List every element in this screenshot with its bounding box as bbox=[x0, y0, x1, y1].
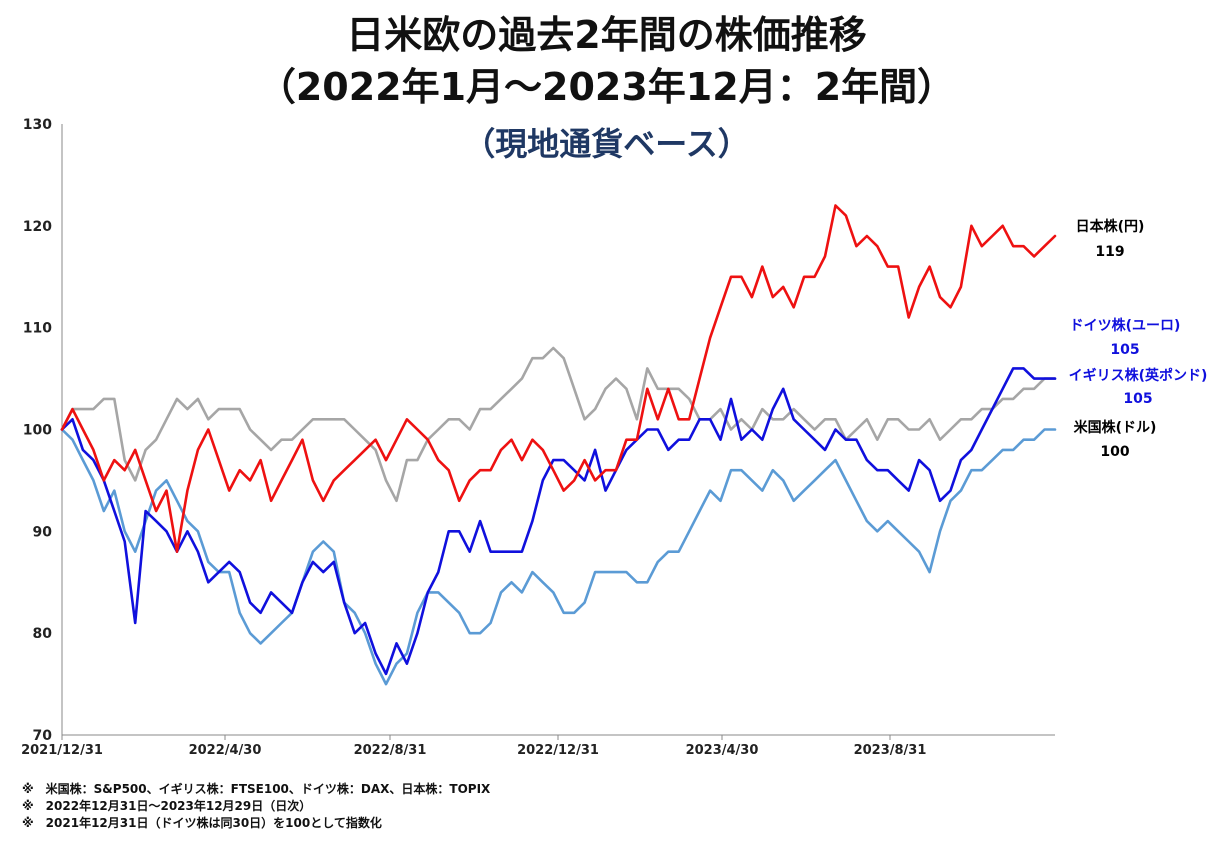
series-line-3 bbox=[60, 428, 1057, 686]
y-tick-label: 100 bbox=[23, 423, 52, 439]
series-line-0 bbox=[60, 204, 1057, 554]
series-label-value-1: 105 bbox=[1110, 342, 1139, 358]
chart-title-line-2: （2022年1月～2023年12月：2年間） bbox=[257, 65, 956, 109]
y-tick-label: 110 bbox=[23, 321, 52, 337]
series-line-2 bbox=[60, 346, 1057, 503]
y-tick-label: 90 bbox=[33, 524, 53, 540]
series-label-value-3: 100 bbox=[1100, 444, 1129, 460]
series-label-value-0: 119 bbox=[1095, 244, 1124, 260]
x-tick-label: 2023/4/30 bbox=[686, 743, 759, 758]
footnote-indices: ※ 米国株：S&P500、イギリス株：FTSE100、ドイツ株：DAX、日本株：… bbox=[22, 782, 491, 796]
x-tick-label: 2022/8/31 bbox=[354, 743, 427, 758]
series-label-name-1: ドイツ株(ユーロ) bbox=[1070, 317, 1181, 334]
x-tick-label: 2021/12/31 bbox=[21, 743, 103, 758]
y-tick-label: 130 bbox=[23, 117, 52, 133]
y-tick-label: 80 bbox=[33, 626, 53, 642]
series-label-name-3: 米国株(ドル) bbox=[1074, 419, 1157, 436]
x-tick-label: 2022/12/31 bbox=[517, 743, 599, 758]
chart-title-line-1: 日米欧の過去2年間の株価推移 bbox=[346, 13, 867, 57]
series-label-value-2: 105 bbox=[1123, 391, 1152, 407]
y-tick-label: 70 bbox=[33, 728, 53, 744]
x-tick-label: 2023/8/31 bbox=[854, 743, 927, 758]
y-tick-label: 120 bbox=[23, 219, 52, 235]
footnote-base: ※ 2021年12月31日（ドイツ株は同30日）を100として指数化 bbox=[22, 816, 382, 830]
series-label-name-0: 日本株(円) bbox=[1076, 218, 1145, 235]
footnotes: ※ 米国株：S&P500、イギリス株：FTSE100、ドイツ株：DAX、日本株：… bbox=[22, 781, 490, 832]
series-line-1 bbox=[60, 367, 1057, 676]
chart-title-line-3: （現地通貨ベース） bbox=[463, 125, 750, 163]
series-label-name-2: イギリス株(英ポンド) bbox=[1069, 367, 1208, 384]
x-tick-label: 2022/4/30 bbox=[189, 743, 262, 758]
footnote-period: ※ 2022年12月31日～2023年12月29日（日次） bbox=[22, 799, 312, 813]
